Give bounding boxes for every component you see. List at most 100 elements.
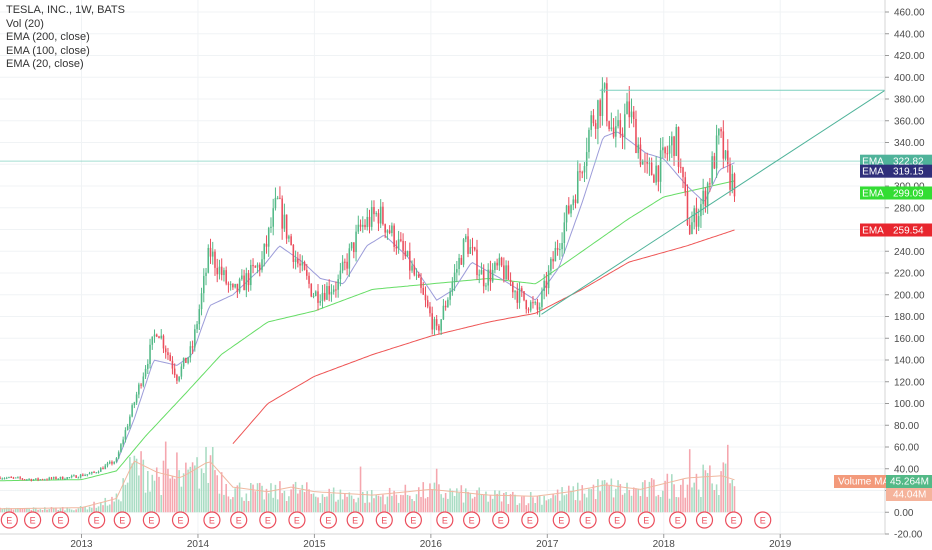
earnings-circle	[669, 511, 687, 529]
volume-bar	[673, 484, 675, 513]
candle-body	[88, 473, 91, 475]
candle-body	[576, 171, 579, 203]
volume-bar	[561, 487, 563, 513]
volume-bar	[724, 463, 727, 513]
volume-bar	[512, 491, 514, 513]
legend-title[interactable]: TESLA, INC., 1W, BATS	[6, 4, 125, 16]
candle-body	[417, 274, 420, 278]
volume-bar	[606, 482, 608, 513]
badge-value-bg	[886, 223, 932, 237]
candle-body	[337, 279, 339, 290]
candle-body	[216, 267, 219, 275]
volume-bar	[8, 507, 10, 513]
candle-body	[236, 283, 239, 292]
candle-body	[341, 261, 344, 271]
candle-body	[178, 376, 180, 381]
volume-bar	[478, 487, 481, 513]
volume-bar	[720, 471, 722, 513]
volume-bar	[319, 502, 322, 513]
volume-bar	[180, 486, 183, 513]
candle-body	[64, 479, 66, 481]
trendline	[541, 89, 886, 315]
volume-bar	[438, 484, 440, 513]
candle-body	[73, 475, 75, 477]
candle-body	[509, 279, 512, 283]
candle-body	[520, 288, 523, 292]
volume-bar	[619, 484, 622, 513]
volume-bar	[252, 484, 254, 513]
volume-bar	[84, 506, 86, 513]
price-tick-label: 180.00	[894, 312, 925, 323]
candle-body	[635, 119, 637, 154]
candle-body	[570, 205, 572, 214]
volume-bar	[550, 498, 552, 513]
price-tick-label: 60.00	[894, 443, 919, 454]
volume-bar	[447, 498, 449, 513]
earnings-circle	[436, 511, 454, 529]
time-axis[interactable]: 2013 2014 2015 2016 2017 2018 2019	[0, 533, 885, 550]
volume-bar	[176, 452, 178, 513]
earnings-label: E	[352, 516, 358, 526]
candle-body	[594, 123, 597, 129]
volume-bar	[155, 467, 158, 513]
earnings-circle	[463, 511, 481, 529]
earnings-marker: E	[436, 511, 454, 529]
earnings-label: E	[236, 516, 242, 526]
candle-body	[384, 224, 386, 233]
legend-item-ema100[interactable]: EMA (100, close)	[6, 44, 90, 57]
candle-body	[713, 156, 716, 169]
candle-body	[357, 224, 360, 232]
legend-item-ema200[interactable]: EMA (200, close)	[6, 31, 90, 43]
volume-bar	[637, 489, 640, 513]
volume-bar	[122, 478, 124, 513]
badge-value-bg	[886, 164, 932, 178]
volume-bar	[14, 508, 17, 513]
volume-bar	[456, 488, 458, 513]
legend-item-volume[interactable]: Vol (20)	[6, 17, 44, 30]
candle-body	[662, 147, 664, 151]
volume-bar	[588, 488, 590, 513]
volume-bar	[12, 509, 15, 513]
volume-bar	[339, 489, 342, 513]
volume-bar	[261, 485, 263, 513]
volume-bar	[308, 489, 310, 513]
volume-bar	[23, 508, 26, 513]
earnings-marker: E	[404, 511, 422, 529]
badge-label-bg	[860, 154, 886, 168]
volume-bar	[129, 457, 131, 513]
candle-body	[677, 127, 680, 167]
candle-body	[415, 274, 418, 276]
candle-body	[650, 162, 653, 176]
legend-item-ema20[interactable]: EMA (20, close)	[6, 58, 84, 70]
volume-bar	[718, 495, 720, 513]
volume-bar	[585, 497, 588, 513]
price-tick-label: 0.00	[894, 508, 914, 519]
volume-bar	[379, 496, 382, 513]
volume-bar	[220, 472, 223, 513]
volume-bar	[104, 497, 107, 513]
candle-body	[476, 249, 478, 276]
volume-bar	[270, 483, 272, 513]
earnings-circle	[579, 511, 597, 529]
volume-bar	[402, 495, 404, 513]
volume-bar	[167, 468, 169, 513]
candle-body	[323, 292, 326, 300]
volume-bar	[444, 492, 447, 513]
badge-label: EMA	[862, 226, 884, 237]
volume-bar	[695, 473, 698, 513]
price-axis[interactable]: -20.000.0020.0040.0060.0080.00100.00120.…	[884, 0, 932, 550]
candle-body	[655, 165, 657, 183]
candle-body	[155, 334, 158, 337]
volume-bar	[581, 485, 584, 513]
candle-body	[41, 479, 44, 481]
volume-bar	[572, 486, 575, 513]
candle-body	[585, 152, 588, 167]
candle-body	[243, 275, 245, 291]
volume-bar	[597, 479, 599, 513]
volume-bar	[471, 498, 474, 513]
candle-body	[453, 272, 456, 283]
volume-bar	[664, 480, 666, 513]
badge-value: 319.15	[893, 167, 924, 178]
